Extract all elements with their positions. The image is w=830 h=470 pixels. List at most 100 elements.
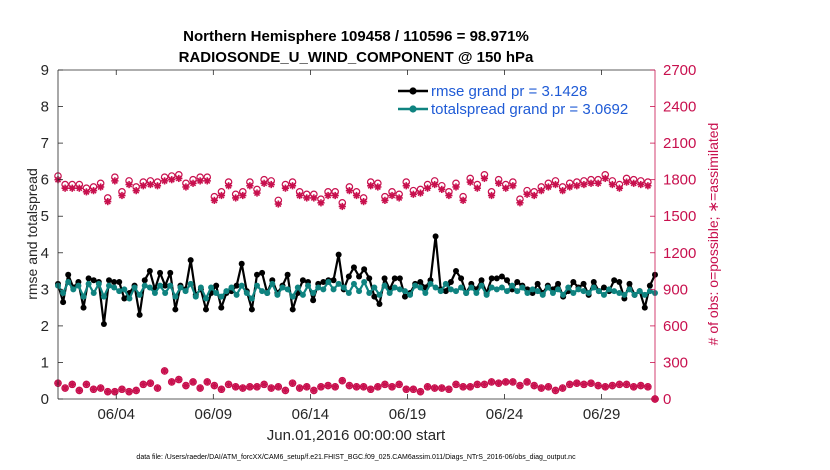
obs-low-assimilated-marker-stroke bbox=[403, 386, 410, 393]
obs-low-assimilated-marker bbox=[352, 383, 361, 391]
obs-low-assimilated-marker bbox=[317, 383, 325, 391]
rmse-point bbox=[391, 275, 398, 282]
rmse-point bbox=[371, 293, 378, 300]
spread-point bbox=[493, 286, 500, 293]
obs-assimilated-marker-stroke bbox=[545, 183, 552, 191]
obs-low-assimilated-marker bbox=[104, 388, 112, 396]
spread-point bbox=[427, 280, 434, 287]
obs-assimilated-marker-stroke bbox=[296, 192, 303, 199]
obs-low-assimilated-marker bbox=[431, 384, 439, 392]
obs-low-assimilated-marker-stroke bbox=[253, 383, 261, 390]
obs-low-assimilated-marker-stroke bbox=[204, 378, 211, 386]
obs-low-assimilated-marker bbox=[281, 386, 290, 395]
rmse-point bbox=[432, 233, 439, 240]
rmse-series-line bbox=[56, 235, 656, 326]
rmse-point bbox=[345, 273, 352, 280]
spread-point bbox=[264, 289, 271, 296]
obs-assimilated-marker bbox=[615, 184, 624, 192]
data-file-footnote: data file: /Users/raeder/DAI/ATM_forcXX/… bbox=[136, 454, 576, 461]
obs-assimilated-marker-stroke bbox=[509, 182, 516, 189]
spread-point bbox=[106, 282, 113, 289]
spread-point bbox=[437, 288, 444, 295]
spread-point bbox=[401, 288, 408, 295]
obs-low-assimilated-marker bbox=[573, 379, 581, 387]
obs-low-assimilated-marker bbox=[260, 380, 268, 388]
spread-point bbox=[447, 286, 454, 293]
obs-low-assimilated-marker bbox=[175, 375, 183, 384]
y-right-tick-label: 1500 bbox=[663, 208, 696, 225]
rmse-point bbox=[248, 306, 255, 313]
obs-low-assimilated-marker bbox=[502, 378, 510, 386]
obs-low-assimilated-marker-stroke bbox=[268, 384, 275, 392]
obs-assimilated-marker bbox=[374, 183, 382, 191]
rmse-point bbox=[65, 271, 72, 278]
obs-assimilated-marker bbox=[608, 180, 616, 189]
obs-assimilated-marker bbox=[345, 187, 353, 195]
obs-assimilated-marker bbox=[509, 182, 517, 190]
obs-low-assimilated-marker-stroke bbox=[275, 383, 282, 390]
obs-low-assimilated-marker-stroke bbox=[523, 378, 531, 386]
obs-assimilated-marker bbox=[438, 185, 446, 194]
obs-low-assimilated-marker-stroke bbox=[566, 381, 573, 388]
x-tick-label: 06/14 bbox=[292, 406, 330, 423]
obs-assimilated-marker bbox=[224, 182, 233, 190]
obs-low-assimilated-marker bbox=[217, 385, 226, 393]
obs-low-assimilated-marker-stroke bbox=[559, 384, 566, 392]
spread-point bbox=[463, 289, 470, 296]
obs-assimilated-marker bbox=[175, 174, 183, 183]
obs-assimilated-marker bbox=[601, 174, 609, 183]
spread-point bbox=[555, 286, 562, 293]
rmse-point bbox=[80, 304, 87, 311]
spread-point bbox=[213, 289, 220, 296]
y-left-tick-label: 9 bbox=[41, 62, 49, 79]
obs-low-assimilated-marker-stroke bbox=[289, 380, 296, 387]
spread-point bbox=[279, 284, 286, 291]
spread-point bbox=[504, 288, 511, 295]
obs-assimilated-marker bbox=[445, 191, 453, 200]
obs-low-assimilated-marker bbox=[97, 384, 105, 392]
obs-assimilated-marker bbox=[352, 191, 361, 200]
rmse-point bbox=[284, 271, 291, 278]
rmse-point bbox=[85, 275, 92, 282]
x-tick-label: 06/09 bbox=[195, 406, 233, 423]
rmse-point bbox=[590, 279, 597, 286]
plot-background bbox=[58, 70, 655, 399]
spread-point bbox=[146, 284, 153, 291]
obs-assimilated-marker bbox=[75, 184, 83, 192]
spread-point bbox=[141, 282, 148, 289]
obs-low-assimilated-marker bbox=[182, 381, 190, 390]
obs-low-assimilated-marker bbox=[601, 383, 609, 391]
spread-point bbox=[65, 279, 72, 286]
obs-assimilated-marker-stroke bbox=[452, 183, 460, 191]
obs-assimilated-marker-stroke bbox=[83, 188, 90, 195]
obs-low-assimilated-marker bbox=[210, 381, 218, 390]
obs-low-assimilated-marker bbox=[587, 379, 595, 387]
obs-assimilated-marker bbox=[68, 184, 76, 192]
obs-assimilated-marker-stroke bbox=[69, 185, 76, 192]
obs-assimilated-marker-stroke bbox=[424, 185, 431, 192]
rmse-point bbox=[330, 277, 337, 284]
obs-low-assimilated-marker-stroke bbox=[232, 383, 239, 390]
plot-marks bbox=[54, 170, 659, 403]
obs-low-assimilated-marker-stroke bbox=[360, 383, 367, 390]
rmse-point bbox=[376, 300, 383, 307]
spread-point bbox=[310, 289, 317, 296]
rmse-point bbox=[401, 293, 408, 300]
rmse-point bbox=[458, 275, 465, 282]
spread-point bbox=[468, 284, 475, 291]
obs-low-assimilated-marker-stroke bbox=[168, 378, 175, 386]
y-left-tick-label: 2 bbox=[41, 318, 49, 335]
obs-low-assimilated-marker bbox=[537, 384, 545, 392]
obs-assimilated-marker bbox=[516, 199, 524, 207]
obs-low-assimilated-marker-stroke bbox=[246, 383, 253, 390]
obs-assimilated-marker bbox=[303, 194, 311, 202]
obs-assimilated-marker-stroke bbox=[595, 180, 602, 187]
obs-assimilated-marker bbox=[97, 183, 105, 191]
spread-point bbox=[458, 284, 465, 291]
obs-assimilated-marker-stroke bbox=[573, 182, 580, 189]
obs-assimilated-marker bbox=[61, 184, 69, 192]
rmse-point bbox=[233, 282, 240, 289]
obs-low-assimilated-marker-stroke bbox=[303, 383, 310, 390]
obs-assimilated-marker bbox=[360, 198, 368, 206]
obs-assimilated-marker bbox=[196, 177, 204, 185]
